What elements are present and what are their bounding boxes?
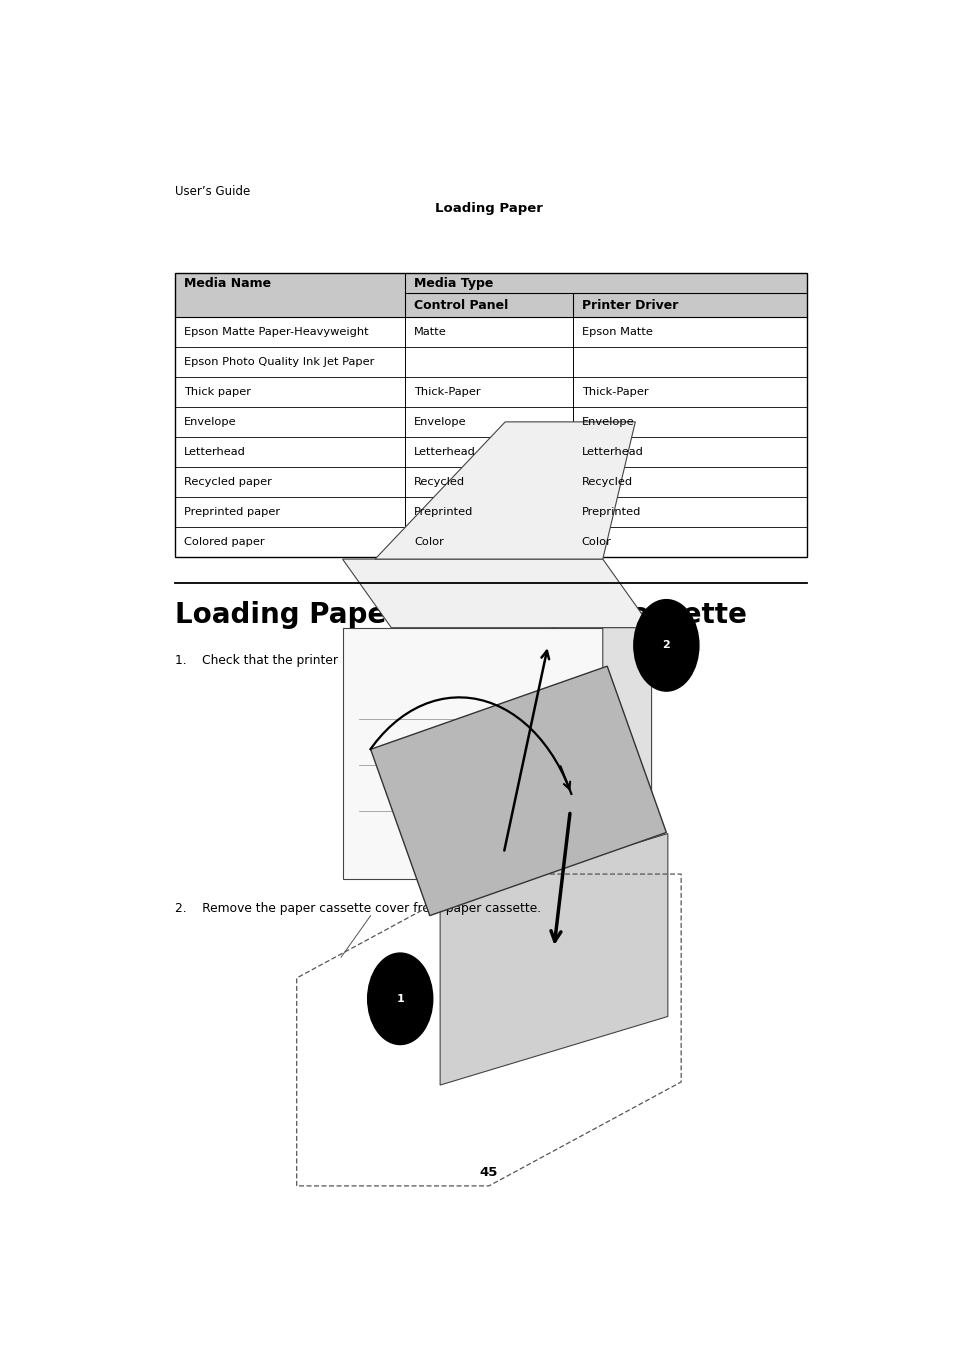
Text: Letterhead: Letterhead [414, 447, 476, 458]
Text: Preprinted paper: Preprinted paper [183, 508, 279, 517]
Text: 2.    Remove the paper cassette cover from paper cassette.: 2. Remove the paper cassette cover from … [174, 902, 540, 915]
Text: Media Type: Media Type [414, 277, 493, 290]
Text: 1: 1 [395, 994, 404, 1004]
Text: Thick-Paper: Thick-Paper [414, 387, 480, 397]
Text: 1.    Check that the printer is not operating, and then pull out the paper casse: 1. Check that the printer is not operati… [174, 653, 674, 667]
Text: Preprinted: Preprinted [414, 508, 474, 517]
Text: Envelope: Envelope [414, 417, 466, 427]
Text: Color: Color [581, 537, 611, 547]
Text: Epson Matte Paper-Heavyweight: Epson Matte Paper-Heavyweight [183, 327, 368, 338]
Text: Letterhead: Letterhead [581, 447, 643, 458]
Text: Thick-Paper: Thick-Paper [581, 387, 648, 397]
Polygon shape [602, 628, 651, 879]
Text: Recycled paper: Recycled paper [183, 477, 272, 487]
Text: 45: 45 [479, 1165, 497, 1179]
Polygon shape [342, 628, 602, 879]
Circle shape [633, 599, 699, 691]
Text: Matte: Matte [414, 327, 447, 338]
Polygon shape [439, 833, 667, 1085]
Polygon shape [342, 559, 651, 628]
Polygon shape [370, 666, 665, 915]
Text: Envelope: Envelope [581, 417, 634, 427]
Text: 2: 2 [661, 640, 670, 651]
Polygon shape [375, 421, 635, 559]
Text: Media Name: Media Name [183, 277, 271, 290]
Text: Letterhead: Letterhead [183, 447, 245, 458]
Text: Loading Paper: Loading Paper [435, 201, 542, 215]
Text: Preprinted: Preprinted [581, 508, 640, 517]
Text: Printer Driver: Printer Driver [581, 298, 678, 312]
Text: Color: Color [414, 537, 444, 547]
Text: Envelope: Envelope [183, 417, 236, 427]
Text: Recycled: Recycled [414, 477, 465, 487]
Bar [174, 273, 806, 558]
Text: Epson Matte: Epson Matte [581, 327, 652, 338]
Text: Loading Paper in the Paper Cassette: Loading Paper in the Paper Cassette [174, 601, 746, 629]
Text: Thick paper: Thick paper [183, 387, 251, 397]
Text: Recycled: Recycled [581, 477, 632, 487]
Bar [174, 273, 806, 317]
Text: Control Panel: Control Panel [414, 298, 508, 312]
Text: User’s Guide: User’s Guide [174, 185, 250, 198]
Circle shape [367, 953, 433, 1045]
Text: Colored paper: Colored paper [183, 537, 264, 547]
Text: Epson Photo Quality Ink Jet Paper: Epson Photo Quality Ink Jet Paper [183, 358, 374, 367]
